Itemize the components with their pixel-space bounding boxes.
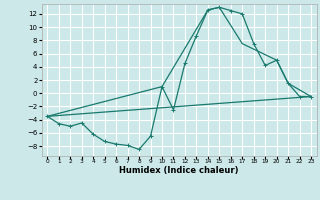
X-axis label: Humidex (Indice chaleur): Humidex (Indice chaleur): [119, 166, 239, 175]
